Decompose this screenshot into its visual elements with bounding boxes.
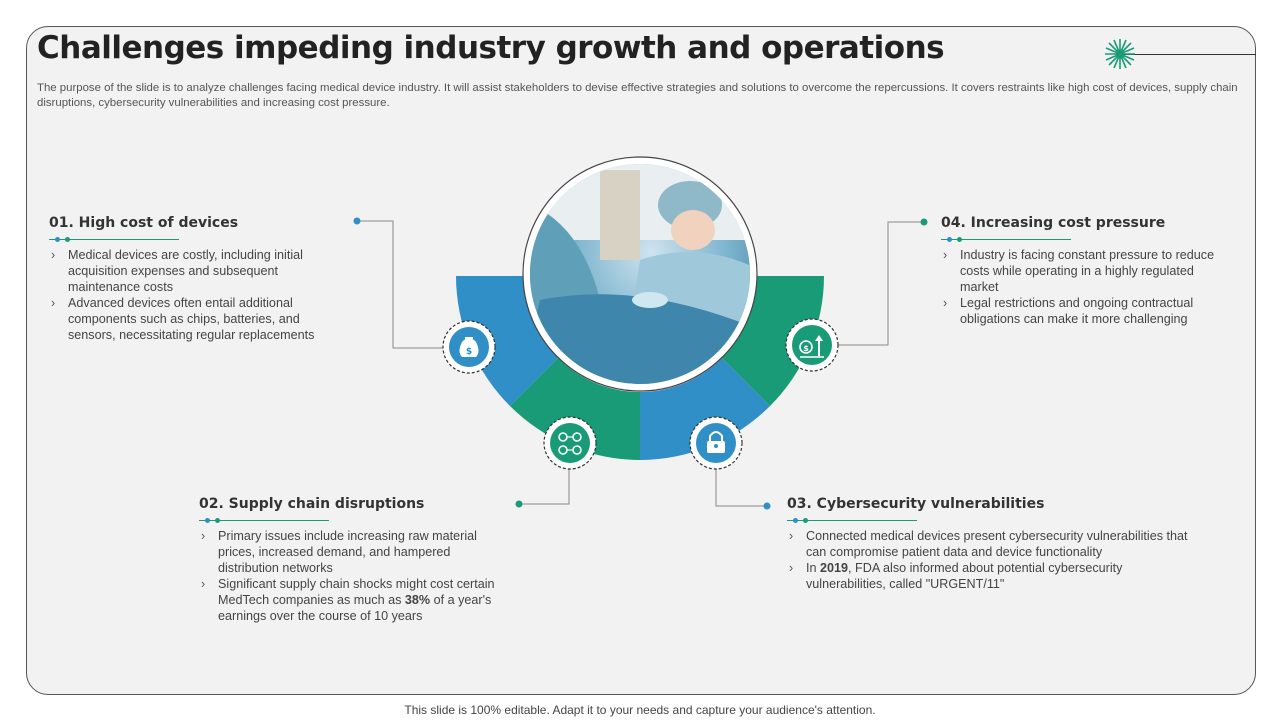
connector-dot-04 [920, 218, 928, 226]
bullet-item: Connected medical devices present cybers… [787, 528, 1197, 560]
challenge-block-01: 01. High cost of devices Medical devices… [49, 215, 349, 343]
lock-icon [689, 416, 743, 470]
rising-cost-icon: $ [785, 318, 839, 372]
challenge-block-04: 04. Increasing cost pressure Industry is… [941, 215, 1216, 327]
star-icon [1105, 39, 1135, 69]
page-title: Challenges impeding industry growth and … [37, 30, 945, 66]
bullet-item: In 2019, FDA also informed about potenti… [787, 560, 1197, 592]
arc-segment-green-right [722, 276, 824, 406]
challenge-title-03: 03. Cybersecurity vulnerabilities [787, 496, 1045, 512]
svg-text:$: $ [466, 347, 472, 357]
connector-dot-02 [515, 500, 523, 508]
surgery-photo [522, 156, 758, 392]
arc-segment-blue-left [456, 276, 558, 406]
supply-network-icon [543, 416, 597, 470]
challenge-block-03: 03. Cybersecurity vulnerabilities Connec… [787, 496, 1197, 592]
title-underline [199, 516, 329, 524]
challenge-title-02: 02. Supply chain disruptions [199, 496, 425, 512]
bullet-item: Medical devices are costly, including in… [49, 247, 349, 295]
bullet-item: Primary issues include increasing raw ma… [199, 528, 509, 576]
connector-03 [715, 468, 767, 507]
connector-04 [838, 221, 924, 346]
bullet-item: Advanced devices often entail additional… [49, 295, 349, 343]
footer-note: This slide is 100% editable. Adapt it to… [404, 703, 876, 717]
challenge-title-04: 04. Increasing cost pressure [941, 215, 1166, 231]
title-underline [941, 235, 1071, 243]
challenge-title-01: 01. High cost of devices [49, 215, 239, 231]
title-decoration-line [1120, 54, 1256, 55]
bullet-item: Legal restrictions and ongoing contractu… [941, 295, 1216, 327]
arc-segment-green-left [510, 358, 640, 460]
intro-text: The purpose of the slide is to analyze c… [37, 82, 1238, 109]
connector-02 [519, 468, 570, 505]
arc-segment-blue-right [640, 358, 770, 460]
challenge-block-02: 02. Supply chain disruptions Primary iss… [199, 496, 509, 624]
title-underline [787, 516, 917, 524]
connector-dot-01 [353, 217, 361, 225]
money-bag-icon: $ [442, 320, 496, 374]
bullet-item: Industry is facing constant pressure to … [941, 247, 1216, 295]
connector-dot-03 [763, 502, 771, 510]
svg-text:$: $ [803, 344, 809, 353]
bullet-item: Significant supply chain shocks might co… [199, 576, 509, 624]
connector-01 [357, 220, 444, 349]
title-underline [49, 235, 179, 243]
